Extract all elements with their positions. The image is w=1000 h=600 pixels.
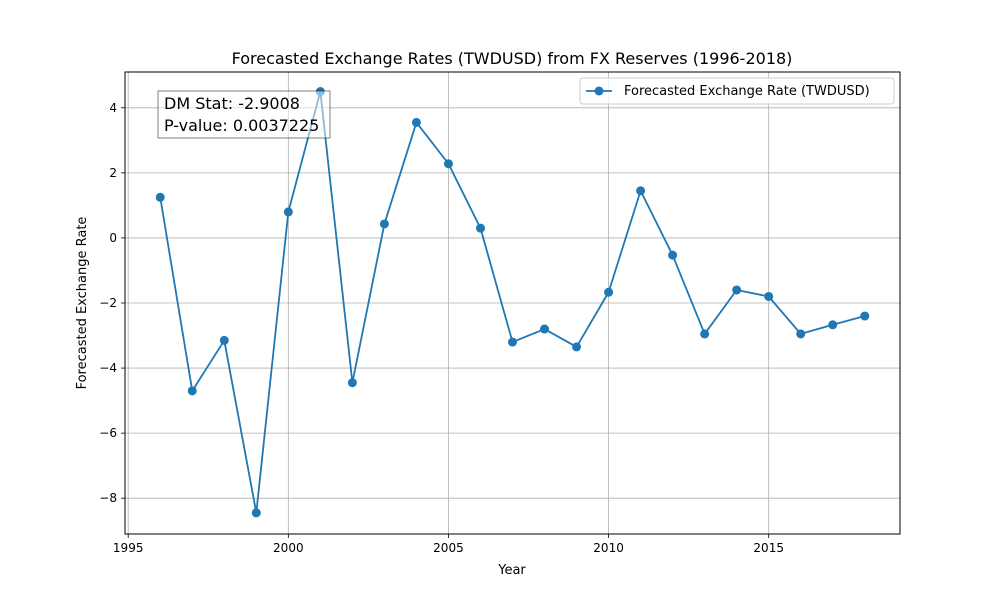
data-point-2016[interactable] [796, 329, 806, 339]
data-point-2012[interactable] [668, 250, 678, 260]
legend-marker-swatch [594, 86, 604, 96]
stats-annotation-box [157, 90, 331, 139]
chart-title: Forecasted Exchange Rates (TWDUSD) from … [232, 49, 793, 68]
data-point-2010[interactable] [604, 287, 614, 297]
y-tick-label: −8 [99, 491, 117, 505]
x-tick-label: 2015 [753, 541, 784, 555]
legend-box [579, 77, 895, 105]
x-tick-label: 2005 [433, 541, 464, 555]
p-value-text: P-value: 0.0037225 [164, 116, 319, 135]
data-point-2014[interactable] [732, 285, 742, 295]
data-point-1998[interactable] [219, 335, 229, 345]
legend[interactable]: Forecasted Exchange Rate (TWDUSD) [579, 77, 895, 105]
data-point-2005[interactable] [443, 159, 453, 169]
data-point-1997[interactable] [187, 386, 197, 396]
data-point-2008[interactable] [540, 324, 550, 334]
y-axis-label: Forecasted Exchange Rate [75, 217, 90, 390]
legend-label: Forecasted Exchange Rate (TWDUSD) [624, 84, 870, 99]
grid-lines [125, 72, 900, 534]
data-point-2002[interactable] [347, 378, 357, 388]
dm-stat-text: DM Stat: -2.9008 [164, 94, 300, 113]
data-point-2007[interactable] [508, 337, 517, 347]
data-point-2003[interactable] [379, 219, 389, 229]
data-point-2017[interactable] [828, 320, 838, 330]
x-tick-label: 2010 [593, 541, 624, 555]
data-point-2009[interactable] [572, 342, 582, 352]
data-point-2011[interactable] [636, 186, 646, 196]
data-point-2015[interactable] [764, 291, 774, 301]
y-tick-label: −4 [99, 361, 117, 375]
data-point-2018[interactable] [860, 311, 870, 321]
x-tick-label: 1995 [113, 541, 144, 555]
y-tick-label: 4 [109, 101, 117, 115]
y-tick-label: 2 [109, 166, 117, 180]
y-tick-label: 0 [109, 231, 117, 245]
data-point-2004[interactable] [411, 117, 421, 127]
data-point-2000[interactable] [283, 207, 293, 217]
data-point-2013[interactable] [700, 329, 710, 339]
stats-annotation: DM Stat: -2.9008 P-value: 0.0037225 [157, 90, 331, 139]
x-tick-label: 2000 [273, 541, 304, 555]
data-point-2006[interactable] [475, 223, 485, 233]
axis-ticks: 1995 2000 2005 2010 2015 −8 −6 −4 −2 0 2 4 [99, 101, 784, 555]
data-point-1996[interactable] [155, 192, 165, 202]
y-tick-label: −2 [99, 296, 117, 310]
y-tick-label: −6 [99, 426, 117, 440]
series-layer [155, 87, 870, 518]
data-point-1999[interactable] [251, 508, 261, 518]
x-axis-label: Year [497, 563, 526, 578]
